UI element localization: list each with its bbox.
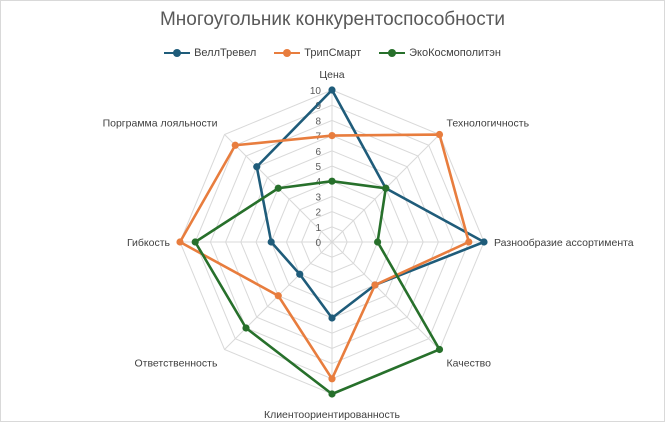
axis-label-5: Клиентоориентированность bbox=[264, 409, 401, 421]
tick-label-1: 1 bbox=[315, 223, 321, 234]
chart-title: Многоугольник конкурентоспособности bbox=[159, 9, 506, 30]
tick-label-9: 9 bbox=[315, 101, 321, 112]
legend-swatch-3 bbox=[379, 48, 406, 58]
series-3-point-6 bbox=[242, 324, 250, 332]
legend-swatch-1 bbox=[164, 48, 191, 58]
tick-label-10: 10 bbox=[310, 86, 322, 97]
axis-label-1: Цена bbox=[319, 69, 344, 81]
series-3-point-5 bbox=[328, 390, 336, 398]
axis-label-7: Гибкость bbox=[127, 237, 171, 249]
legend-item-2: ТрипСмарт bbox=[274, 47, 361, 59]
tick-label-3: 3 bbox=[315, 192, 321, 203]
series-2-point-1 bbox=[328, 132, 336, 140]
axis-label-2: Технологичность bbox=[447, 117, 530, 129]
series-1-point-1 bbox=[328, 86, 336, 94]
grid-spoke-4 bbox=[331, 241, 440, 350]
legend-item-3: ЭкоКосмополитэн bbox=[379, 47, 501, 59]
series-line-2 bbox=[178, 133, 471, 381]
axis-label-8: Порграмма лояльности bbox=[103, 117, 218, 129]
series-3-point-7 bbox=[191, 238, 199, 246]
series-2-point-4 bbox=[371, 281, 379, 289]
series-2-point-5 bbox=[328, 375, 336, 383]
series-1-point-7 bbox=[267, 238, 275, 246]
series-2-point-3 bbox=[465, 238, 473, 246]
series-2-point-2 bbox=[435, 130, 444, 139]
series-1-point-8 bbox=[253, 163, 261, 171]
series-2-point-6 bbox=[274, 292, 282, 300]
legend-label-1: ВеллТревел bbox=[194, 47, 257, 59]
legend-label-2: ТрипСмарт bbox=[304, 47, 362, 59]
series-3-point-8 bbox=[274, 184, 282, 192]
series-3-point-3 bbox=[374, 238, 382, 246]
series-2-point-8 bbox=[231, 141, 239, 149]
series-1-point-6 bbox=[296, 270, 304, 278]
legend-swatch-2 bbox=[274, 48, 301, 58]
series-3-point-2 bbox=[382, 184, 390, 192]
tick-label-6: 6 bbox=[315, 147, 321, 158]
axis-label-4: Качество bbox=[447, 358, 492, 370]
chart-legend: ВеллТревел ТрипСмарт ЭкоКосмополитэн bbox=[0, 47, 665, 59]
tick-label-8: 8 bbox=[315, 116, 321, 127]
series-3-point-1 bbox=[328, 177, 336, 185]
tick-label-0: 0 bbox=[315, 238, 321, 249]
series-2-point-7 bbox=[176, 238, 184, 246]
axis-label-3: Разнообразие ассортимента bbox=[494, 237, 634, 249]
axis-label-6: Ответственность bbox=[134, 358, 217, 370]
tick-label-5: 5 bbox=[315, 162, 321, 173]
series-3-point-4 bbox=[435, 345, 444, 354]
legend-label-3: ЭкоКосмополитэн bbox=[409, 47, 501, 59]
tick-label-2: 2 bbox=[315, 208, 321, 219]
legend-item-1: ВеллТревел bbox=[164, 47, 256, 59]
series-1-point-5 bbox=[328, 314, 336, 322]
series-1-point-3 bbox=[480, 238, 488, 246]
